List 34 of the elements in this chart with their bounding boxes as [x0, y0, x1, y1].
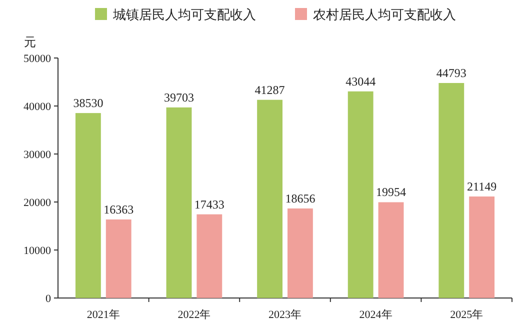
bar	[196, 214, 222, 298]
bar	[106, 219, 132, 298]
data-label: 43044	[346, 74, 376, 88]
legend-label: 农村居民人均可支配收入	[313, 7, 456, 22]
bar	[469, 196, 495, 298]
bar	[257, 100, 282, 298]
data-label: 44793	[436, 66, 466, 80]
y-tick-label: 0	[46, 293, 52, 305]
y-tick-label: 30000	[24, 149, 52, 161]
data-label: 39703	[164, 90, 194, 104]
x-tick-label: 2024年	[359, 309, 392, 321]
data-label: 17433	[194, 197, 224, 212]
data-label: 21149	[467, 179, 497, 194]
y-tick-label: 40000	[24, 101, 52, 113]
data-label: 18656	[285, 191, 316, 206]
y-tick-label: 50000	[24, 53, 52, 65]
bar	[75, 113, 101, 298]
bar	[438, 82, 464, 298]
bar	[348, 91, 374, 298]
y-tick-label: 10000	[24, 245, 52, 257]
bar	[166, 107, 192, 298]
x-tick-label: 2025年	[450, 309, 484, 321]
legend-label: 城镇居民人均可支配收入	[112, 7, 256, 22]
y-axis-title: 元	[24, 35, 36, 49]
bar	[378, 202, 404, 298]
data-label: 19954	[376, 185, 406, 200]
data-label: 41287	[254, 82, 285, 97]
data-label: 38530	[73, 96, 104, 110]
x-tick-label: 2023年	[268, 309, 302, 321]
x-tick-label: 2021年	[86, 309, 120, 321]
data-label: 16363	[104, 202, 134, 216]
x-tick-label: 2022年	[178, 309, 211, 321]
bar	[288, 208, 313, 298]
y-tick-label: 20000	[24, 197, 52, 209]
